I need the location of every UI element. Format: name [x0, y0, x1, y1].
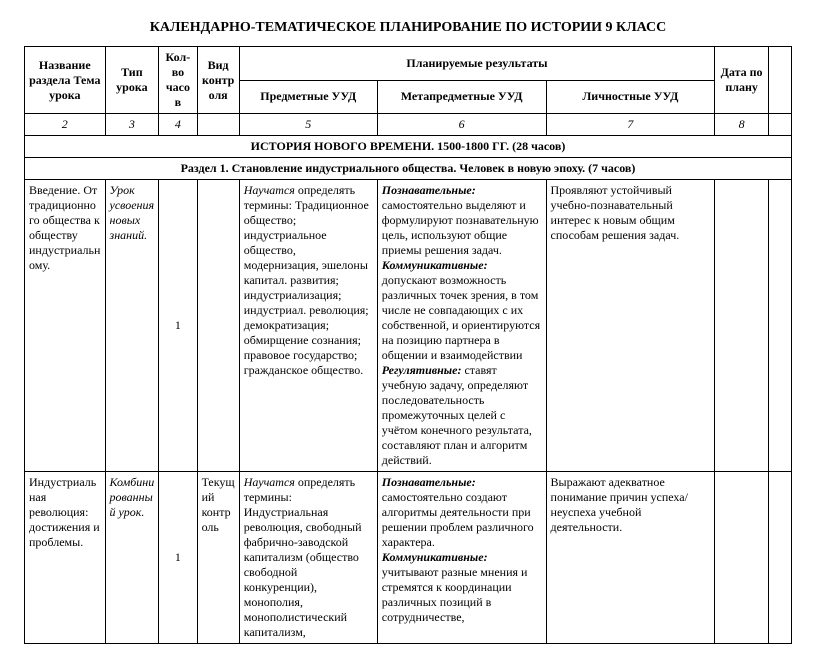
col-control: Вид контроля [197, 47, 239, 114]
meta-text-3: ставят учебную задачу, определяют послед… [382, 363, 532, 467]
document-title: КАЛЕНДАРНО-ТЕМАТИЧЕСКОЕ ПЛАНИРОВАНИЕ ПО … [24, 20, 792, 36]
colnum-6: 6 [377, 114, 546, 136]
col-planned-results: Планируемые результаты [239, 47, 715, 81]
colnum-5: 5 [239, 114, 377, 136]
meta-label-2: Коммуникативные: [382, 550, 488, 564]
cell-meta-uud: Познавательные: самостоятельно создают а… [377, 472, 546, 644]
colnum-extra [768, 114, 791, 136]
cell-personal-uud: Выражают адекватное понимание причин усп… [546, 472, 715, 644]
col-subject-uud: Предметные УУД [239, 80, 377, 114]
meta-label-3: Регулятивные: [382, 363, 462, 377]
col-lesson-type: Тип урока [105, 47, 159, 114]
colnum-ctrl [197, 114, 239, 136]
cell-date [715, 180, 769, 472]
colnum-2: 2 [25, 114, 106, 136]
colnum-8: 8 [715, 114, 769, 136]
section-row-chapter1: Раздел 1. Становление индустриального об… [25, 158, 792, 180]
cell-hours: 1 [159, 180, 197, 472]
cell-control [197, 180, 239, 472]
col-hours: Кол-во часов [159, 47, 197, 114]
pred-rest: определять термины: Индустриальная револ… [244, 475, 362, 639]
cell-extra [768, 180, 791, 472]
col-personal-uud: Личностные УУД [546, 80, 715, 114]
cell-hours: 1 [159, 472, 197, 644]
cell-control: Текущий контроль [197, 472, 239, 644]
cell-topic: Введение. От традиционного общества к об… [25, 180, 106, 472]
table-row: Индустриальная революция: достижения и п… [25, 472, 792, 644]
colnum-4: 4 [159, 114, 197, 136]
section-title-1: ИСТОРИЯ НОВОГО ВРЕМЕНИ. 1500-1800 ГГ. (2… [25, 136, 792, 158]
column-number-row: 2 3 4 5 6 7 8 [25, 114, 792, 136]
planning-table: Название раздела Тема урока Тип урока Ко… [24, 46, 792, 644]
col-extra [768, 47, 791, 114]
section-title-2: Раздел 1. Становление индустриального об… [25, 158, 792, 180]
cell-extra [768, 472, 791, 644]
section-row-history: ИСТОРИЯ НОВОГО ВРЕМЕНИ. 1500-1800 ГГ. (2… [25, 136, 792, 158]
pred-lead: Научатся [244, 475, 295, 489]
pred-lead: Научатся [244, 183, 295, 197]
table-row: Введение. От традиционного общества к об… [25, 180, 792, 472]
cell-lesson-type: Комбинированный урок. [105, 472, 159, 644]
col-date: Дата по плану [715, 47, 769, 114]
cell-topic: Индустриальная революция: достижения и п… [25, 472, 106, 644]
cell-lesson-type: Урок усвоения новых знаний. [105, 180, 159, 472]
meta-label-1: Познавательные: [382, 183, 476, 197]
col-section-name: Название раздела Тема урока [25, 47, 106, 114]
cell-meta-uud: Познавательные: самостоятельно выделяют … [377, 180, 546, 472]
header-row-1: Название раздела Тема урока Тип урока Ко… [25, 47, 792, 81]
meta-text-2: учитывают разные мнения и стремятся к ко… [382, 565, 528, 624]
pred-rest: определять термины: Традиционное обществ… [244, 183, 369, 377]
colnum-3: 3 [105, 114, 159, 136]
cell-personal-uud: Проявляют устойчивый учебно-познавательн… [546, 180, 715, 472]
meta-label-1: Познавательные: [382, 475, 476, 489]
cell-subject-uud: Научатся определять термины: Традиционно… [239, 180, 377, 472]
meta-text-2: допускают возможность различных точек зр… [382, 273, 540, 362]
meta-label-2: Коммуникативные: [382, 258, 488, 272]
cell-subject-uud: Научатся определять термины: Индустриаль… [239, 472, 377, 644]
colnum-7: 7 [546, 114, 715, 136]
meta-text-1: самостоятельно создают алгоритмы деятель… [382, 490, 534, 549]
col-meta-uud: Метапредметные УУД [377, 80, 546, 114]
meta-text-1: самостоятельно выделяют и формулируют по… [382, 198, 539, 257]
cell-date [715, 472, 769, 644]
